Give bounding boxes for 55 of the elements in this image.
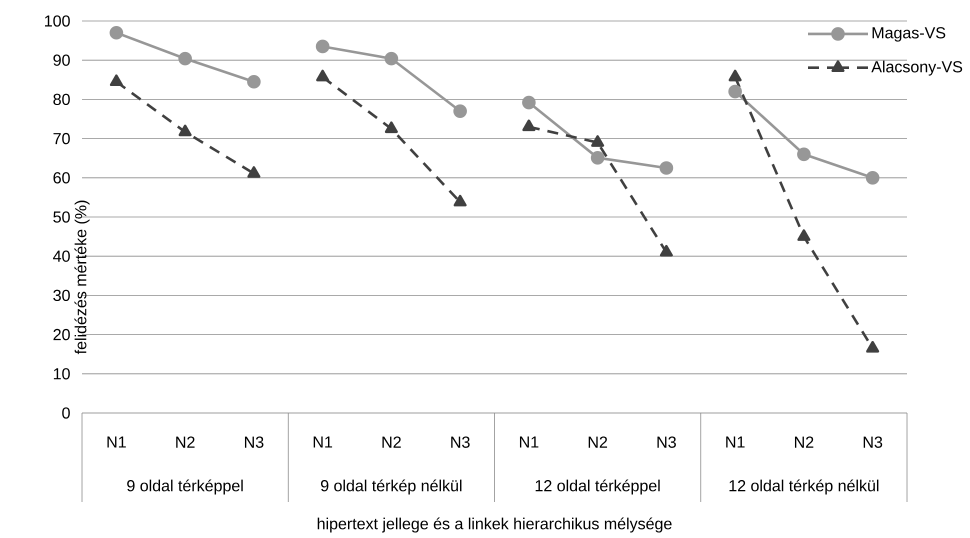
y-tick-label: 80 [53, 94, 70, 106]
point [660, 245, 673, 257]
point [316, 40, 330, 54]
x-tick-label: N3 [451, 436, 470, 448]
x-tick-label: N1 [726, 436, 745, 448]
x-tick-label: N1 [107, 436, 126, 448]
y-tick-label: 70 [54, 132, 70, 144]
text: 9 oldal térkép nélkül [320, 480, 462, 495]
point [728, 70, 742, 82]
point [866, 171, 880, 185]
legend-label: Magas-VS [872, 27, 946, 42]
text: 12 oldal térkép nélkül [730, 480, 878, 495]
point [522, 120, 536, 132]
x-axis-title: hipertext jellege és a linkek hierarchikus mélysége [318, 518, 672, 533]
y-tick-label: 40 [53, 250, 70, 262]
point [110, 26, 124, 40]
x-tick-label: N2 [382, 436, 401, 448]
point [454, 194, 467, 206]
y-tick-label: 100 [45, 15, 70, 27]
point [247, 166, 260, 178]
y-tick-label: 20 [53, 328, 70, 340]
x-tick-label: N1 [520, 436, 538, 448]
x-tick-label: N3 [657, 436, 676, 448]
point [178, 124, 192, 136]
x-tick-label: N3 [244, 436, 264, 448]
point [590, 151, 604, 165]
point [522, 96, 536, 110]
text: 9 oldal térképpel [127, 480, 243, 495]
point [110, 74, 123, 86]
point [591, 135, 604, 147]
x-tick-label: N2 [794, 436, 814, 448]
y-axis-title: felidézés mértéke (%) [74, 200, 90, 354]
point [247, 75, 261, 89]
y-tick-label: 0 [62, 407, 70, 419]
x-tick-label: N1 [314, 436, 332, 448]
point [453, 104, 467, 118]
y-tick-label: 90 [53, 54, 70, 66]
x-tick-label: N2 [176, 436, 195, 448]
point [660, 161, 674, 175]
point [866, 341, 880, 353]
legend-label: Alacsony-VS [871, 60, 962, 76]
y-tick-label: 60 [53, 172, 70, 184]
y-tick-label: 50 [53, 211, 70, 223]
x-tick-label: N3 [864, 436, 882, 448]
text: 12 oldal térképpel [536, 480, 660, 495]
point [384, 52, 398, 66]
x-tick-label: N2 [588, 436, 608, 448]
point [316, 70, 330, 82]
point [728, 84, 742, 98]
y-tick-label: 30 [53, 290, 70, 302]
y-tick-label: 10 [54, 368, 70, 380]
point [797, 229, 810, 241]
point [797, 148, 811, 162]
point [178, 52, 192, 66]
point [384, 122, 398, 134]
